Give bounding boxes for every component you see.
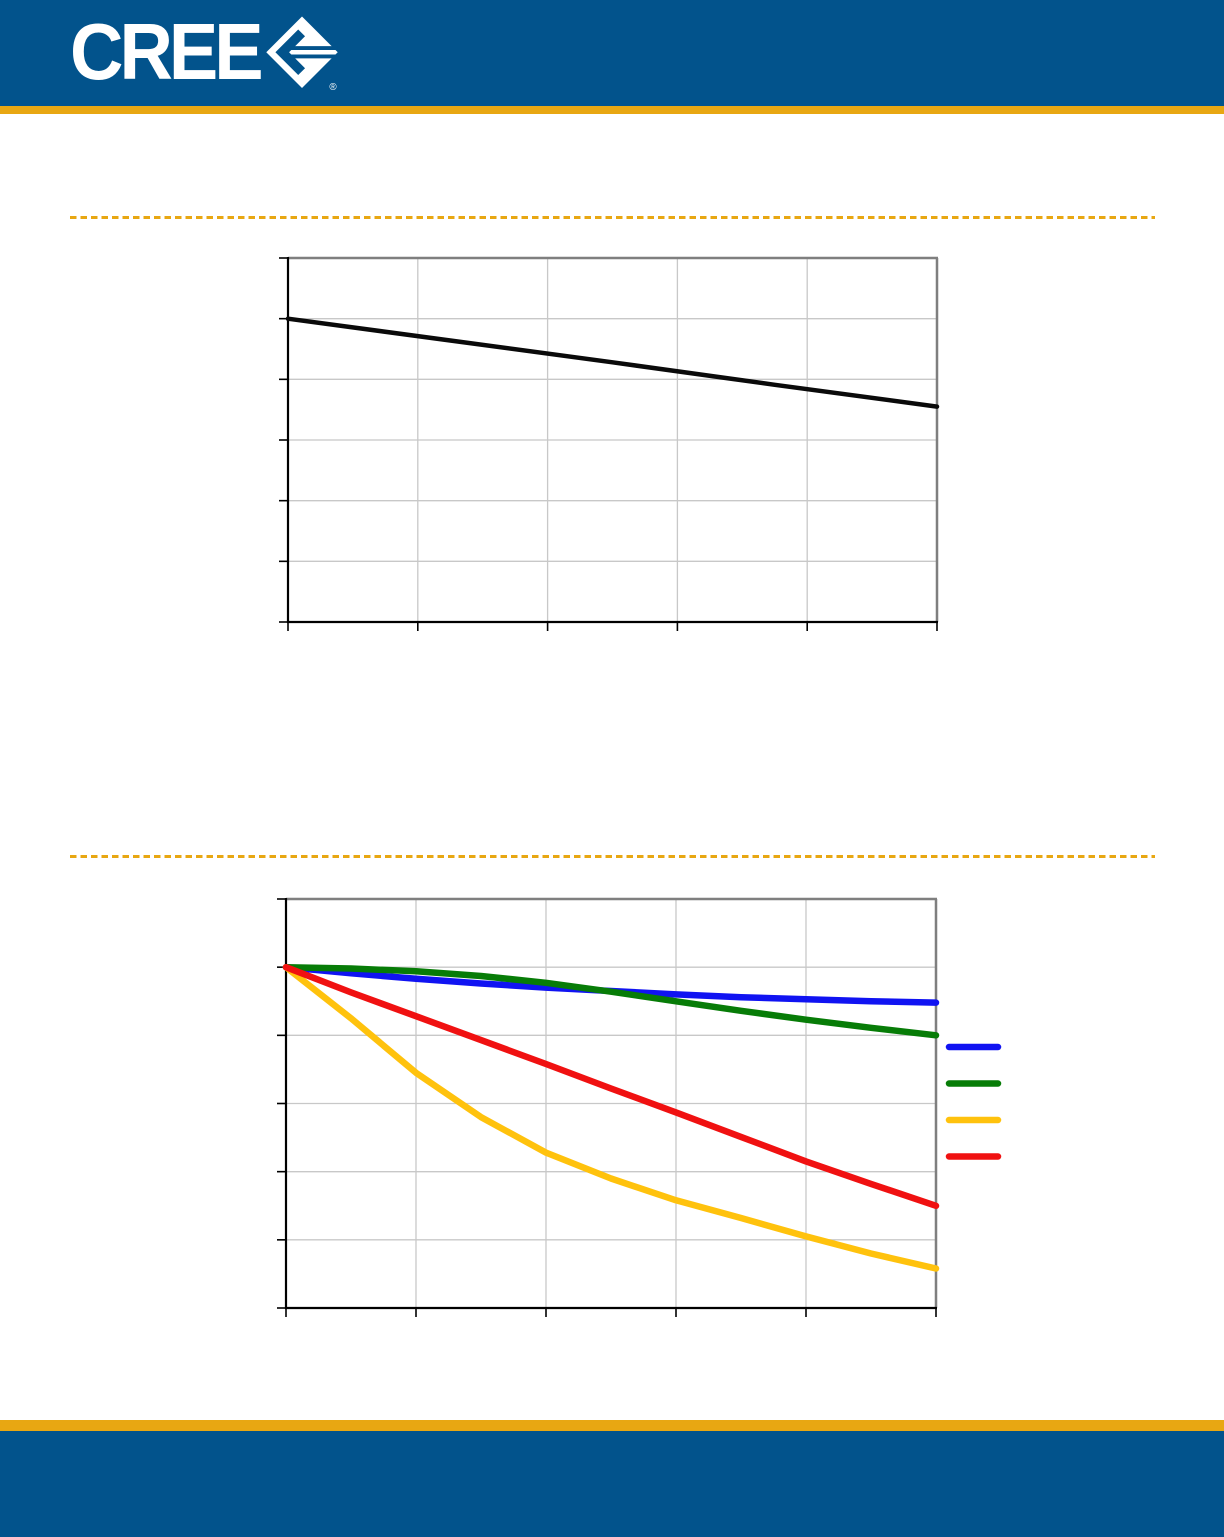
header-bar: CREE ® [0, 0, 1224, 106]
logo-lower-slit [286, 54, 338, 59]
cree-logo: CREE ® [70, 7, 340, 96]
footer-gold-stripe [0, 1420, 1224, 1431]
dashed-separator-top [70, 216, 1155, 219]
registered-mark: ® [329, 82, 337, 91]
cree-logo-diamond-icon: ® [265, 16, 338, 91]
footer-bar [0, 1431, 1224, 1537]
cree-logo-text: CREE [70, 6, 264, 97]
chart2-red-curve [282, 963, 940, 1210]
dashed-separator-middle [70, 855, 1155, 858]
logo-upper-slit [286, 46, 338, 50]
header-gold-stripe [0, 106, 1224, 114]
logo-arrow-notch [275, 29, 305, 76]
chart1-black-derating-line [285, 316, 940, 409]
logo-diamond-shape [265, 16, 338, 88]
chart2-yellow-curve [282, 963, 940, 1272]
chart2-green-curve [282, 963, 940, 1039]
